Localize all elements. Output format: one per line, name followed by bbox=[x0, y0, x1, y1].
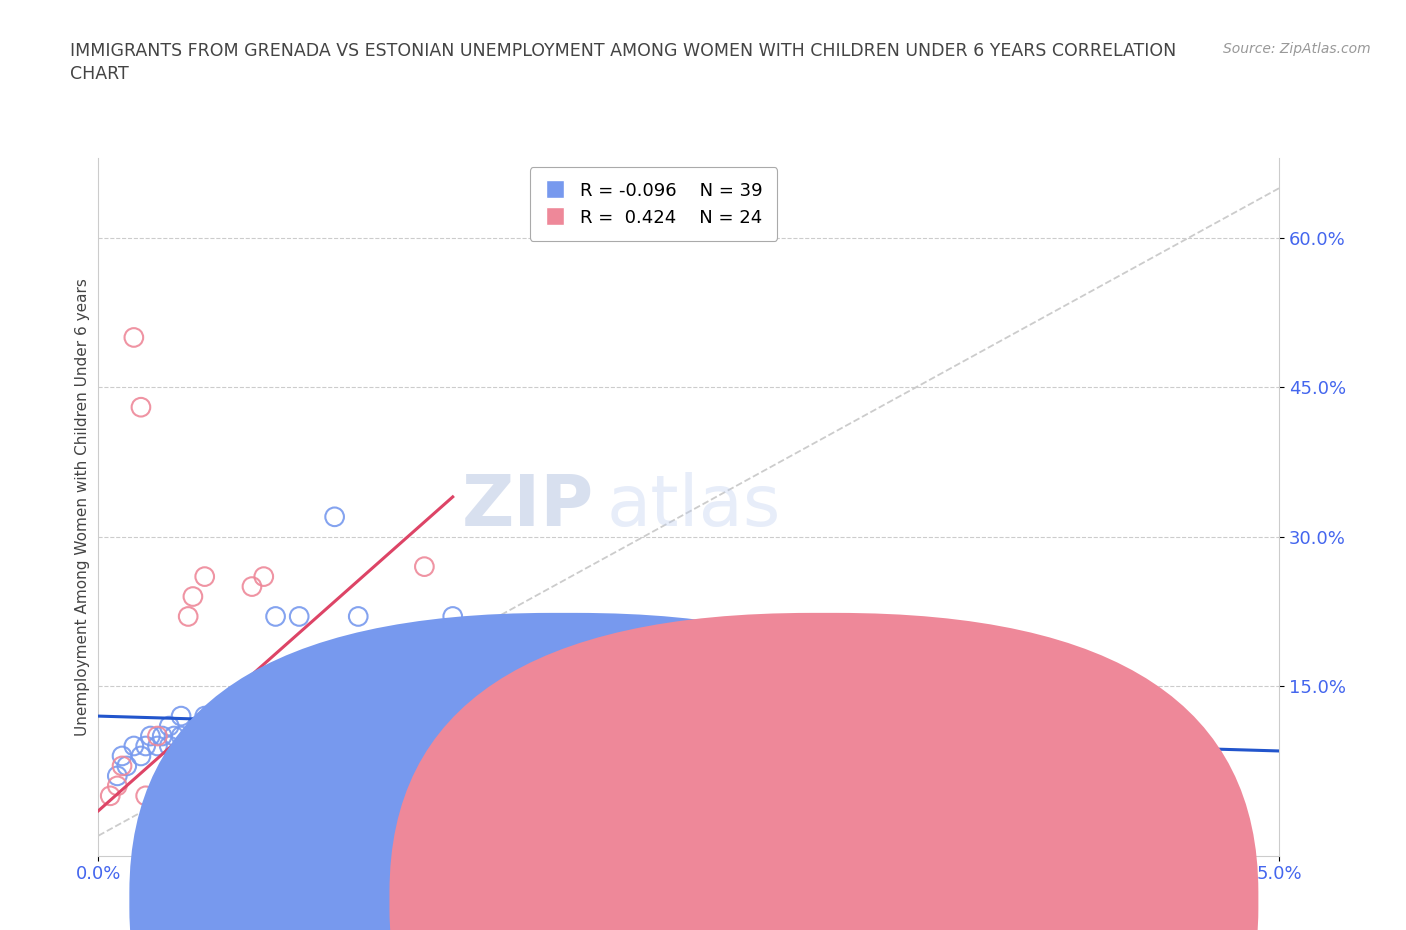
Point bbox=[299, 689, 322, 704]
Y-axis label: Unemployment Among Women with Children Under 6 years: Unemployment Among Women with Children U… bbox=[75, 278, 90, 736]
Point bbox=[157, 719, 180, 734]
Point bbox=[205, 768, 228, 783]
Point bbox=[129, 400, 152, 415]
Point bbox=[111, 759, 134, 774]
Point bbox=[465, 719, 488, 734]
Point bbox=[135, 738, 157, 753]
Point bbox=[170, 728, 193, 743]
Point bbox=[205, 709, 228, 724]
Point bbox=[129, 749, 152, 764]
Point bbox=[170, 709, 193, 724]
Point bbox=[105, 778, 128, 793]
Point bbox=[150, 728, 173, 743]
Text: CHART: CHART bbox=[70, 65, 129, 83]
Point bbox=[157, 778, 180, 793]
Point bbox=[997, 778, 1019, 793]
Point bbox=[347, 609, 370, 624]
Point bbox=[233, 709, 256, 724]
Point bbox=[630, 698, 652, 713]
Point bbox=[276, 709, 298, 724]
Point bbox=[105, 768, 128, 783]
Point bbox=[253, 569, 276, 584]
Point bbox=[323, 510, 346, 525]
Point bbox=[866, 798, 889, 813]
Point bbox=[264, 609, 287, 624]
Point bbox=[201, 728, 224, 743]
Point bbox=[153, 778, 176, 793]
Point bbox=[135, 789, 157, 804]
Point bbox=[177, 738, 200, 753]
Point bbox=[253, 689, 276, 704]
Text: Immigrants from Grenada: Immigrants from Grenada bbox=[583, 891, 799, 910]
Point bbox=[157, 738, 180, 753]
Point bbox=[276, 719, 298, 734]
Point bbox=[240, 579, 263, 594]
Point bbox=[312, 709, 335, 724]
Point bbox=[1126, 778, 1149, 793]
Point bbox=[394, 698, 416, 713]
Point bbox=[240, 698, 263, 713]
Point bbox=[560, 658, 582, 673]
Text: IMMIGRANTS FROM GRENADA VS ESTONIAN UNEMPLOYMENT AMONG WOMEN WITH CHILDREN UNDER: IMMIGRANTS FROM GRENADA VS ESTONIAN UNEM… bbox=[70, 42, 1177, 60]
Point bbox=[217, 728, 239, 743]
Legend: R = -0.096    N = 39, R =  0.424    N = 24: R = -0.096 N = 39, R = 0.424 N = 24 bbox=[530, 167, 778, 241]
Point bbox=[194, 709, 217, 724]
Point bbox=[347, 719, 370, 734]
Text: ZIP: ZIP bbox=[463, 472, 595, 541]
Point bbox=[187, 719, 209, 734]
Point bbox=[122, 738, 145, 753]
Text: Source: ZipAtlas.com: Source: ZipAtlas.com bbox=[1223, 42, 1371, 56]
Point bbox=[630, 728, 652, 743]
Point bbox=[163, 728, 186, 743]
Point bbox=[181, 589, 204, 604]
Point bbox=[146, 738, 169, 753]
Point bbox=[181, 738, 204, 753]
Text: Estonians: Estonians bbox=[844, 891, 924, 910]
Point bbox=[288, 609, 311, 624]
Point bbox=[115, 759, 138, 774]
Point bbox=[98, 789, 121, 804]
Point bbox=[748, 728, 770, 743]
Text: atlas: atlas bbox=[606, 472, 780, 541]
Point bbox=[413, 559, 436, 574]
Point bbox=[224, 749, 246, 764]
Point bbox=[111, 749, 134, 764]
Point bbox=[441, 609, 464, 624]
Point bbox=[382, 709, 405, 724]
Point bbox=[177, 609, 200, 624]
Point bbox=[170, 749, 193, 764]
Point bbox=[229, 709, 252, 724]
Point bbox=[139, 728, 162, 743]
Point bbox=[122, 330, 145, 345]
Point bbox=[194, 569, 217, 584]
Point bbox=[146, 728, 169, 743]
